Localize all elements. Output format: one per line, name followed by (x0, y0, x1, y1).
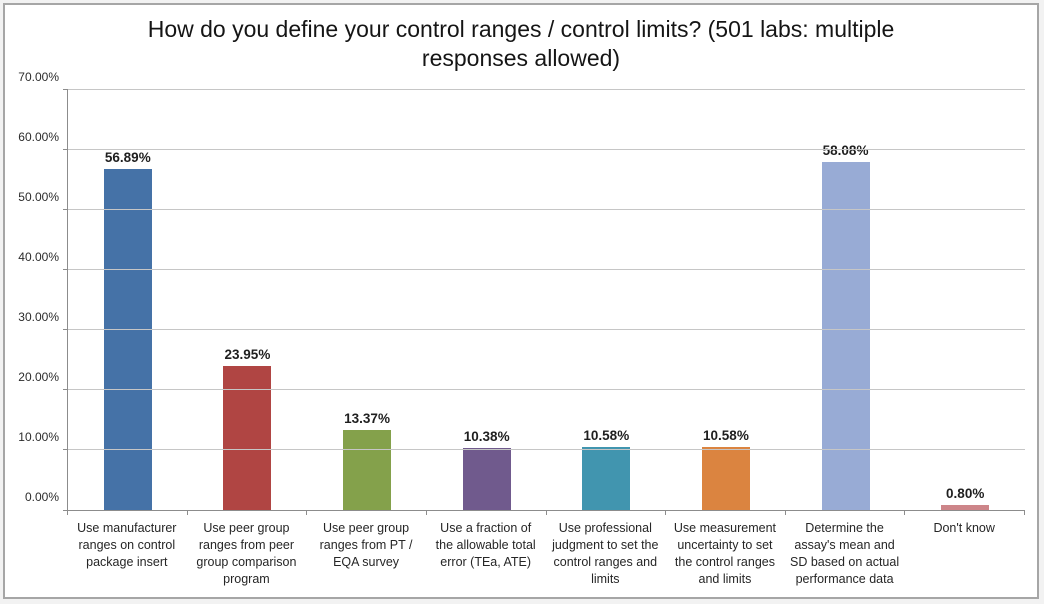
bar (103, 169, 152, 510)
bar-cell: 10.58% (547, 90, 667, 510)
bar-cell: 0.80% (905, 90, 1025, 510)
y-axis-tick (63, 209, 68, 210)
plot-area: 56.89% 23.95% 13.37% 10.38% 10.58% 10.58% 58.0… (18, 70, 1025, 515)
x-axis-tick (67, 510, 68, 515)
bars-row: 56.89% 23.95% 13.37% 10.38% 10.58% 10.58% 58.0… (68, 90, 1025, 510)
category-label: Use peer group ranges from peer group co… (196, 521, 297, 586)
category-label: Determine the assay's mean and SD based … (790, 521, 900, 586)
bar (821, 162, 870, 510)
x-axis-tick (784, 510, 786, 515)
bar-value-label: 56.89% (104, 150, 151, 165)
bar-value-label: 10.58% (583, 428, 630, 443)
bar (462, 448, 511, 510)
gridline (68, 89, 1025, 90)
x-axis-tick (306, 510, 308, 515)
gridline (68, 449, 1025, 450)
x-axis-category-labels: Use manufacturer ranges on control packa… (67, 516, 1024, 588)
y-axis-label: 10.00% (18, 429, 59, 444)
chart-frame: How do you define your control ranges / … (3, 3, 1039, 599)
bar (343, 430, 392, 510)
y-axis-tick (63, 329, 68, 330)
gridline (68, 149, 1025, 150)
gridline (68, 209, 1025, 210)
category-label: Use manufacturer ranges on control packa… (77, 521, 177, 569)
y-axis-tick (63, 510, 68, 511)
bar-value-label: 23.95% (224, 347, 271, 362)
bar-value-label: 58.08% (822, 143, 869, 158)
y-axis-tick (63, 149, 68, 150)
x-axis-tick (1024, 510, 1025, 515)
chart-title: How do you define your control ranges / … (147, 16, 895, 72)
x-axis-tick (425, 510, 427, 515)
y-axis-label: 70.00% (18, 69, 59, 84)
bar-value-label: 10.38% (463, 429, 510, 444)
y-axis-tick (63, 389, 68, 390)
gridline (68, 389, 1025, 390)
x-axis-tick (665, 510, 667, 515)
category-label: Use a fraction of the allowable total er… (435, 521, 536, 569)
category-label: Use professional judgment to set the con… (552, 521, 659, 586)
y-axis-label: 50.00% (18, 189, 59, 204)
bar-value-label: 10.58% (703, 428, 749, 443)
category-label: Don't know (933, 521, 995, 535)
bar (941, 505, 990, 510)
y-axis-label: 20.00% (18, 369, 59, 384)
bar (223, 366, 272, 510)
y-axis-label: 60.00% (18, 129, 59, 144)
gridline (68, 269, 1025, 270)
y-axis-label: 30.00% (18, 309, 59, 324)
x-axis-tick (904, 510, 906, 515)
bar-cell: 23.95% (188, 90, 308, 510)
x-axis-tick (186, 510, 188, 515)
bar-cell: 58.08% (786, 90, 906, 510)
x-axis-tick (545, 510, 547, 515)
y-axis-tick (63, 89, 68, 90)
bar (701, 447, 750, 510)
y-axis-tick (63, 449, 68, 450)
category-label: Use peer group ranges from PT / EQA surv… (319, 521, 413, 569)
bar-value-label: 13.37% (344, 411, 390, 426)
y-axis-tick (63, 269, 68, 270)
category-label: Use measurement uncertainty to set the c… (673, 521, 776, 586)
bar-cell: 10.38% (427, 90, 547, 510)
gridline (68, 329, 1025, 330)
bar-value-label: 0.80% (946, 486, 985, 501)
y-axis-label: 0.00% (24, 489, 59, 504)
bar-cell: 10.58% (666, 90, 786, 510)
y-axis-label: 40.00% (18, 249, 59, 264)
bar (582, 447, 631, 510)
bar-cell: 13.37% (307, 90, 427, 510)
bar-cell: 56.89% (68, 90, 188, 510)
